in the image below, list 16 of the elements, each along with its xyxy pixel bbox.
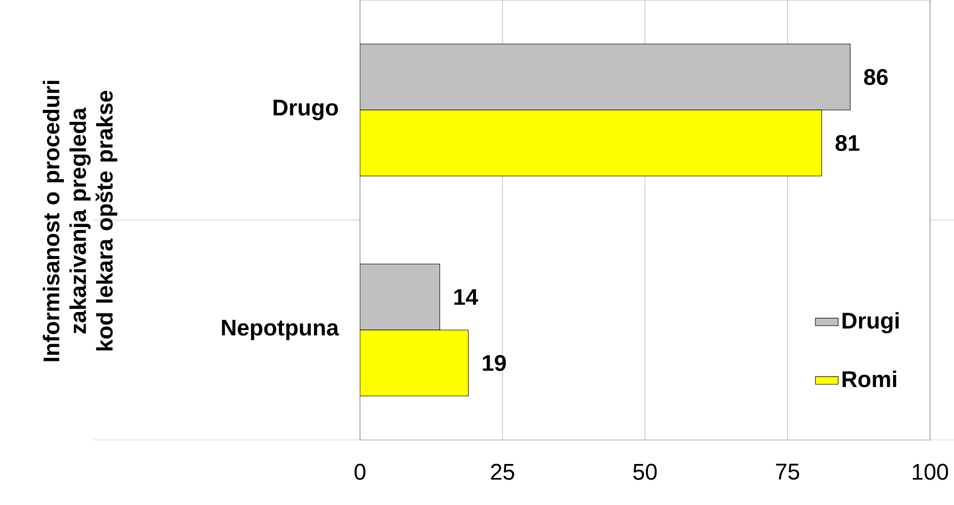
- x-tick-label: 75: [776, 464, 800, 480]
- legend-label: Romi: [842, 370, 896, 388]
- x-tick-label: 25: [491, 464, 514, 480]
- bar: [360, 330, 469, 396]
- y-tick-label: Nepotpuna: [222, 320, 340, 340]
- bar: [360, 110, 822, 176]
- data-label: 19: [482, 354, 506, 372]
- x-tick-label: 50: [633, 464, 657, 480]
- legend-label: Drugi: [842, 312, 899, 334]
- data-label: 86: [864, 68, 888, 86]
- x-tick-label: 0: [354, 464, 366, 480]
- y-tick-label: Drugo: [274, 100, 338, 120]
- data-label: 14: [454, 289, 478, 305]
- data-label: 81: [836, 134, 860, 152]
- y-axis-title: Informisanost o proceduri zakazivanja pregleda kod lekara opšte prakse: [42, 80, 118, 362]
- x-tick-label: 100: [912, 464, 948, 480]
